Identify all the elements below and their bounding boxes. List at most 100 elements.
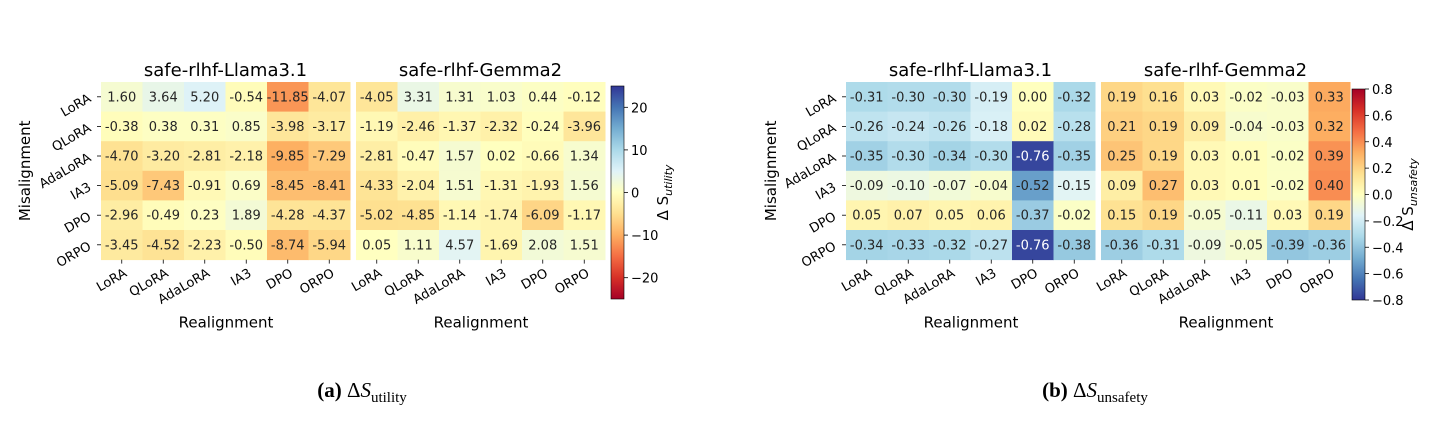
heatmap-cell <box>1142 230 1185 261</box>
cell-value-label: -5.09 <box>105 179 139 194</box>
cell-value-label: 0.02 <box>1018 120 1047 135</box>
colorbar-bar <box>1351 88 1366 301</box>
cell-value-label: -0.09 <box>850 179 884 194</box>
cell-value-label: -2.23 <box>188 238 222 253</box>
cell-value-label: -0.37 <box>1016 209 1050 224</box>
cell-value-label: 0.03 <box>1273 209 1302 224</box>
cell-value-label: -3.45 <box>105 238 139 253</box>
heatmap-cell <box>1308 200 1351 231</box>
cell-value-label: 0.21 <box>1107 120 1136 135</box>
y-tick-label: ORPO <box>799 239 839 271</box>
cell-value-label: -0.91 <box>188 179 222 194</box>
heatmap-cell <box>1053 200 1096 231</box>
heatmap-cell <box>308 82 351 113</box>
heatmap-cell <box>929 82 971 113</box>
x-tick-label: ORPO <box>1297 266 1337 298</box>
cell-value-label: 0.33 <box>1315 90 1344 105</box>
heatmap-cell <box>397 141 440 172</box>
heatmap-cell <box>1142 200 1185 231</box>
heatmap-cell <box>1184 111 1226 142</box>
heatmap-cell <box>1225 141 1268 172</box>
colorbar-bar <box>610 85 625 300</box>
panel-title: safe-rlhf-Gemma2 <box>399 60 562 81</box>
cell-value-label: -1.93 <box>526 179 560 194</box>
heatmap-cell <box>397 170 440 201</box>
heatmap-cell <box>1142 82 1185 113</box>
cell-value-label: -1.37 <box>443 120 477 135</box>
heatmap-cell <box>356 230 398 261</box>
x-tick-label: LoRA <box>1094 266 1130 295</box>
caption-a: (a) ΔSutility <box>317 378 407 407</box>
heatmap-cell <box>1267 82 1309 113</box>
cell-value-label: -0.28 <box>1057 120 1091 135</box>
heatmap-cell <box>522 141 564 172</box>
heatmap-cell <box>1012 82 1054 113</box>
cell-value-label: 0.02 <box>487 150 516 165</box>
cell-value-label: -4.05 <box>360 90 394 105</box>
heatmap-cell <box>1308 170 1351 201</box>
x-tick-label: LoRA <box>94 266 130 295</box>
heatmap-cell <box>439 230 481 261</box>
cell-value-label: -0.24 <box>526 120 560 135</box>
y-tick-label: DPO <box>807 210 839 237</box>
heatmap-cell <box>522 200 564 231</box>
heatmap-cell <box>846 141 888 172</box>
heatmap-cell <box>1012 141 1054 172</box>
cell-value-label: 0.09 <box>1190 120 1219 135</box>
heatmap-cell <box>225 82 268 113</box>
heatmap-cell <box>225 230 268 261</box>
y-tick-label: QLoRA <box>795 121 839 155</box>
heatmap-cell <box>846 82 888 113</box>
heatmap-cell <box>970 170 1013 201</box>
x-axis-label: Realignment <box>1179 314 1274 332</box>
heatmap-cell <box>1142 170 1185 201</box>
cell-value-label: 0.03 <box>1190 150 1219 165</box>
cell-value-label: 0.19 <box>1315 209 1344 224</box>
heatmap-cell <box>267 170 309 201</box>
heatmap-cell <box>267 141 309 172</box>
y-tick-label: IA3 <box>813 180 839 203</box>
x-tick-label: ORPO <box>297 266 337 298</box>
caption-b: (b) ΔSunsafety <box>1042 378 1148 407</box>
cell-value-label: -0.12 <box>567 90 601 105</box>
heatmap-cell <box>142 82 185 113</box>
heatmap-cell <box>225 170 268 201</box>
heatmap-cell <box>101 141 143 172</box>
heatmap-cell <box>887 230 930 261</box>
heatmap-cell <box>887 82 930 113</box>
cell-value-label: -0.76 <box>1016 238 1050 253</box>
cell-value-label: -2.81 <box>360 150 394 165</box>
cell-value-label: -0.39 <box>1271 238 1305 253</box>
cell-value-label: 0.19 <box>1149 120 1178 135</box>
heatmap-cell <box>480 82 523 113</box>
heatmap-cell <box>970 141 1013 172</box>
heatmap-cell <box>439 141 481 172</box>
cell-value-label: -0.49 <box>146 209 180 224</box>
cell-value-label: -0.33 <box>891 238 925 253</box>
cell-value-label: -0.10 <box>891 179 925 194</box>
heatmap-cell <box>1142 141 1185 172</box>
colorbar-tick-label: −20 <box>631 272 658 287</box>
heatmap-cell <box>1184 170 1226 201</box>
x-axis-label: Realignment <box>434 314 529 332</box>
cell-value-label: -0.32 <box>933 238 967 253</box>
cell-value-label: 0.27 <box>1149 179 1178 194</box>
cell-value-label: -4.28 <box>271 209 305 224</box>
caption-b-delta: Δ <box>1073 378 1087 402</box>
x-tick-label: DPO <box>519 266 551 293</box>
heatmap-cell <box>1267 200 1309 231</box>
cell-value-label: -0.76 <box>1016 150 1050 165</box>
heatmap-cell <box>1012 170 1054 201</box>
cell-value-label: -0.30 <box>933 90 967 105</box>
heatmap-cell <box>846 200 888 231</box>
cell-value-label: -0.31 <box>1146 238 1180 253</box>
cell-value-label: 1.60 <box>107 90 136 105</box>
cell-value-label: -2.32 <box>484 120 518 135</box>
cell-value-label: 1.31 <box>445 90 474 105</box>
cell-value-label: 0.06 <box>977 209 1006 224</box>
cell-value-label: 2.08 <box>528 238 557 253</box>
cell-value-label: 3.31 <box>404 90 433 105</box>
cell-value-label: -8.41 <box>312 179 346 194</box>
cell-value-label: -0.31 <box>850 90 884 105</box>
cell-value-label: -2.18 <box>229 150 263 165</box>
